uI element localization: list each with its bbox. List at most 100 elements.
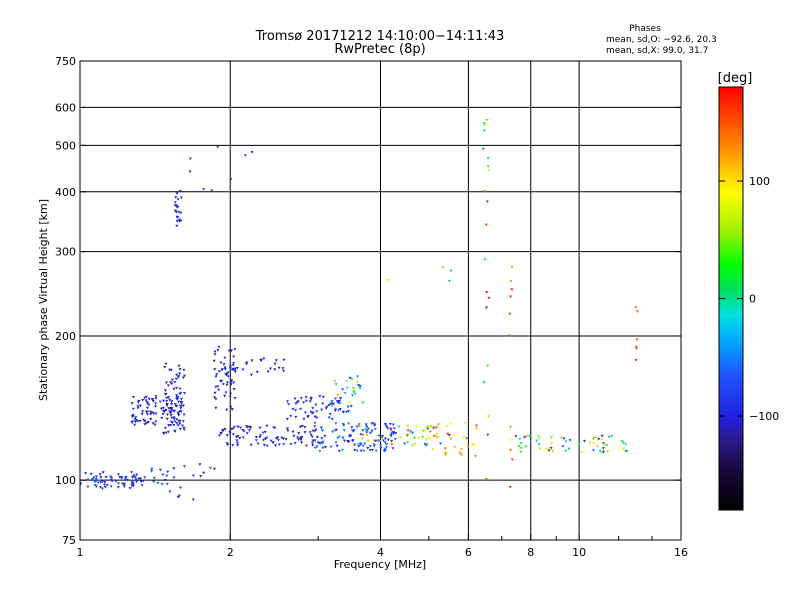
y-axis-label: Stationary phase Virtual Height [km] <box>37 199 50 401</box>
y-tick-label: 600 <box>55 101 76 114</box>
data-point <box>392 427 396 431</box>
data-point <box>429 424 433 428</box>
data-point <box>131 396 135 399</box>
data-point <box>254 436 258 439</box>
data-point <box>598 449 602 453</box>
data-point <box>337 435 341 439</box>
data-point <box>462 436 466 439</box>
data-point <box>421 429 425 433</box>
chart-title: Tromsø 20171212 14:10:00−14:11:43 <box>255 29 505 44</box>
data-point <box>510 288 514 292</box>
data-point <box>146 421 150 424</box>
data-point <box>472 444 476 447</box>
data-point <box>163 426 167 430</box>
data-point <box>536 435 540 438</box>
data-point <box>90 478 94 481</box>
data-point <box>212 359 216 363</box>
data-point <box>102 483 106 487</box>
data-point <box>158 468 162 472</box>
data-point <box>302 401 306 404</box>
data-point <box>311 439 315 443</box>
data-point <box>225 434 229 437</box>
data-point <box>173 204 177 207</box>
data-point <box>486 415 490 418</box>
data-point <box>214 385 218 389</box>
data-point <box>482 129 486 133</box>
data-point <box>425 443 429 447</box>
y-axis-ticks: 75 100 200 300 400 500 600 750 <box>55 55 681 547</box>
data-point <box>291 407 295 411</box>
data-point <box>229 405 233 409</box>
data-point <box>236 444 240 447</box>
data-point <box>393 437 397 441</box>
data-point <box>352 429 356 432</box>
data-point <box>236 425 240 429</box>
data-point <box>528 434 532 438</box>
data-point <box>169 408 173 412</box>
data-point <box>166 470 170 474</box>
data-point <box>304 396 308 399</box>
data-point <box>143 420 147 423</box>
data-point <box>355 425 359 429</box>
data-point <box>179 196 183 200</box>
data-point <box>169 368 173 372</box>
data-point <box>161 473 165 477</box>
data-point <box>378 439 382 443</box>
data-point <box>161 412 165 416</box>
data-point <box>329 402 333 406</box>
data-point <box>568 439 572 442</box>
data-point <box>361 444 365 448</box>
data-point <box>245 432 249 435</box>
data-point <box>213 368 217 371</box>
data-point <box>167 424 171 427</box>
data-point <box>152 476 156 480</box>
data-point <box>233 397 237 400</box>
data-point <box>562 437 566 440</box>
data-point <box>228 367 232 370</box>
data-point <box>331 430 335 434</box>
data-point <box>634 347 638 350</box>
colorbar-ticks: 100 0 −100 <box>719 175 779 423</box>
data-point <box>221 383 225 386</box>
data-point <box>298 425 302 429</box>
data-point <box>423 442 427 446</box>
x-tick-label: 1 <box>77 546 84 559</box>
data-point <box>138 419 142 423</box>
data-point <box>410 444 414 448</box>
data-point <box>292 434 296 438</box>
data-point <box>372 439 376 443</box>
data-point <box>350 426 354 429</box>
data-point <box>225 381 229 384</box>
data-point <box>202 471 206 475</box>
data-point <box>465 437 469 440</box>
data-point <box>262 438 266 442</box>
data-point <box>324 445 328 449</box>
data-point <box>212 467 216 471</box>
data-point <box>449 269 453 273</box>
data-point <box>171 409 175 413</box>
data-point <box>333 380 337 383</box>
data-point <box>564 440 568 443</box>
data-point <box>147 403 151 407</box>
data-point <box>242 430 246 433</box>
data-point <box>229 381 233 384</box>
data-point <box>350 378 354 381</box>
data-point <box>426 424 430 428</box>
data-point <box>173 420 177 423</box>
data-point <box>164 393 168 396</box>
data-point <box>391 430 395 434</box>
data-point <box>175 418 179 421</box>
data-point <box>165 474 169 478</box>
data-point <box>482 122 486 125</box>
data-point <box>162 399 166 403</box>
data-point <box>168 398 172 402</box>
data-point <box>178 486 182 490</box>
data-point <box>313 439 317 442</box>
data-point <box>350 429 354 433</box>
data-point <box>178 387 182 391</box>
data-point <box>165 482 169 486</box>
data-point <box>231 364 235 367</box>
data-point <box>182 392 186 395</box>
data-point <box>118 476 122 479</box>
data-point <box>179 397 183 401</box>
